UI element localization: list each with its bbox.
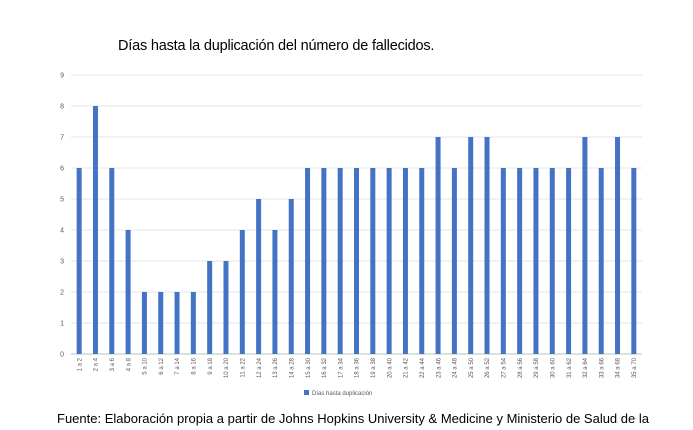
x-tick-label: 22 a 44: [420, 357, 426, 378]
x-tick-label: 7 a 14: [175, 357, 181, 374]
x-tick-label: 26 a 52: [485, 357, 491, 378]
x-tick-label: 15 a 30: [306, 357, 312, 378]
y-tick-label: 0: [60, 352, 64, 359]
x-tick-label: 23 a 46: [436, 357, 442, 378]
bar: [517, 168, 523, 354]
bar: [256, 199, 262, 354]
x-tick-label: 12 a 24: [257, 357, 263, 378]
bar: [272, 230, 278, 354]
bar: [631, 168, 637, 354]
x-tick-label: 11 a 22: [241, 357, 247, 377]
bar: [484, 137, 490, 354]
bar: [109, 168, 115, 354]
x-tick-label: 6 a 12: [159, 357, 165, 374]
x-tick-label: 14 a 28: [289, 357, 295, 378]
bar: [582, 137, 588, 354]
bar: [141, 292, 147, 354]
bars: [76, 106, 637, 354]
x-tick-label: 3 a 6: [110, 357, 116, 371]
bar: [386, 168, 392, 354]
x-tick-label: 29 a 58: [534, 357, 540, 378]
x-tick-label: 32 a 64: [583, 357, 589, 378]
x-tick-label: 16 a 32: [322, 357, 328, 378]
bar: [370, 168, 376, 354]
y-axis-tick-labels: 0 1 2 3 4 5 6 7 8 9: [60, 73, 64, 359]
bar: [615, 137, 621, 354]
x-tick-label: 18 a 36: [355, 357, 361, 378]
x-tick-label: 2 a 4: [94, 357, 100, 371]
bar: [239, 230, 245, 354]
legend-swatch: [304, 390, 309, 395]
bar: [288, 199, 294, 354]
legend: Días hasta duplicación: [304, 390, 372, 397]
bar: [402, 168, 408, 354]
x-tick-label: 35 a 70: [632, 357, 638, 378]
bar: [158, 292, 164, 354]
y-tick-label: 6: [60, 166, 64, 173]
x-tick-label: 30 a 60: [550, 357, 556, 378]
x-tick-label: 17 a 34: [338, 357, 344, 378]
legend-label: Días hasta duplicación: [312, 391, 372, 397]
bar: [207, 261, 213, 354]
x-tick-label: 9 a 18: [208, 357, 214, 374]
y-tick-label: 9: [60, 73, 64, 80]
chart-title: Días hasta la duplicación del número de …: [118, 38, 435, 54]
y-tick-label: 4: [60, 228, 64, 235]
bar: [500, 168, 506, 354]
x-axis-tick-labels: 1 a 2 2 a 4 3 a 6 4 a 8 5 a 10 6 a 12 7 a 14 8 …: [77, 357, 638, 378]
x-tick-label: 1 a 2: [77, 357, 83, 371]
bar: [598, 168, 604, 354]
x-tick-label: 13 a 26: [273, 357, 279, 378]
x-tick-label: 27 a 54: [502, 357, 508, 378]
bar: [566, 168, 572, 354]
bar: [305, 168, 311, 354]
x-tick-label: 31 a 62: [567, 357, 573, 378]
x-tick-label: 25 a 50: [469, 357, 475, 378]
y-tick-label: 8: [60, 104, 64, 111]
x-tick-label: 24 a 48: [453, 357, 459, 378]
x-tick-label: 8 a 16: [192, 357, 198, 374]
bar: [223, 261, 229, 354]
x-tick-label: 21 a 42: [404, 357, 410, 378]
y-tick-label: 7: [60, 135, 64, 142]
x-tick-label: 33 a 66: [599, 357, 605, 378]
bar: [468, 137, 474, 354]
x-tick-label: 20 a 40: [387, 357, 393, 378]
bar: [451, 168, 457, 354]
y-tick-label: 3: [60, 259, 64, 266]
x-tick-label: 4 a 8: [126, 357, 132, 371]
y-tick-label: 1: [60, 321, 64, 328]
bar: [76, 168, 82, 354]
bar: [337, 168, 343, 354]
x-tick-label: 10 a 20: [224, 357, 230, 378]
bar: [174, 292, 180, 354]
bar: [533, 168, 539, 354]
bar: [419, 168, 425, 354]
bar: [321, 168, 327, 354]
y-tick-label: 2: [60, 290, 64, 297]
source-note: Fuente: Elaboración propia a partir de J…: [57, 411, 649, 426]
bar: [549, 168, 555, 354]
bar: [354, 168, 359, 354]
y-tick-label: 5: [60, 197, 64, 204]
x-tick-label: 34 a 68: [616, 357, 622, 378]
bar: [125, 230, 131, 354]
bar: [435, 137, 441, 354]
bar-chart: 0 1 2 3 4 5 6 7 8 9 1 a 2 2 a 4 3 a 6 4 a 8 5 a 10 6 a…: [60, 73, 642, 397]
x-tick-label: 28 a 56: [518, 357, 524, 378]
bar: [190, 292, 196, 354]
bar: [92, 106, 98, 354]
x-tick-label: 19 a 38: [371, 357, 377, 378]
x-tick-label: 5 a 10: [143, 357, 149, 374]
